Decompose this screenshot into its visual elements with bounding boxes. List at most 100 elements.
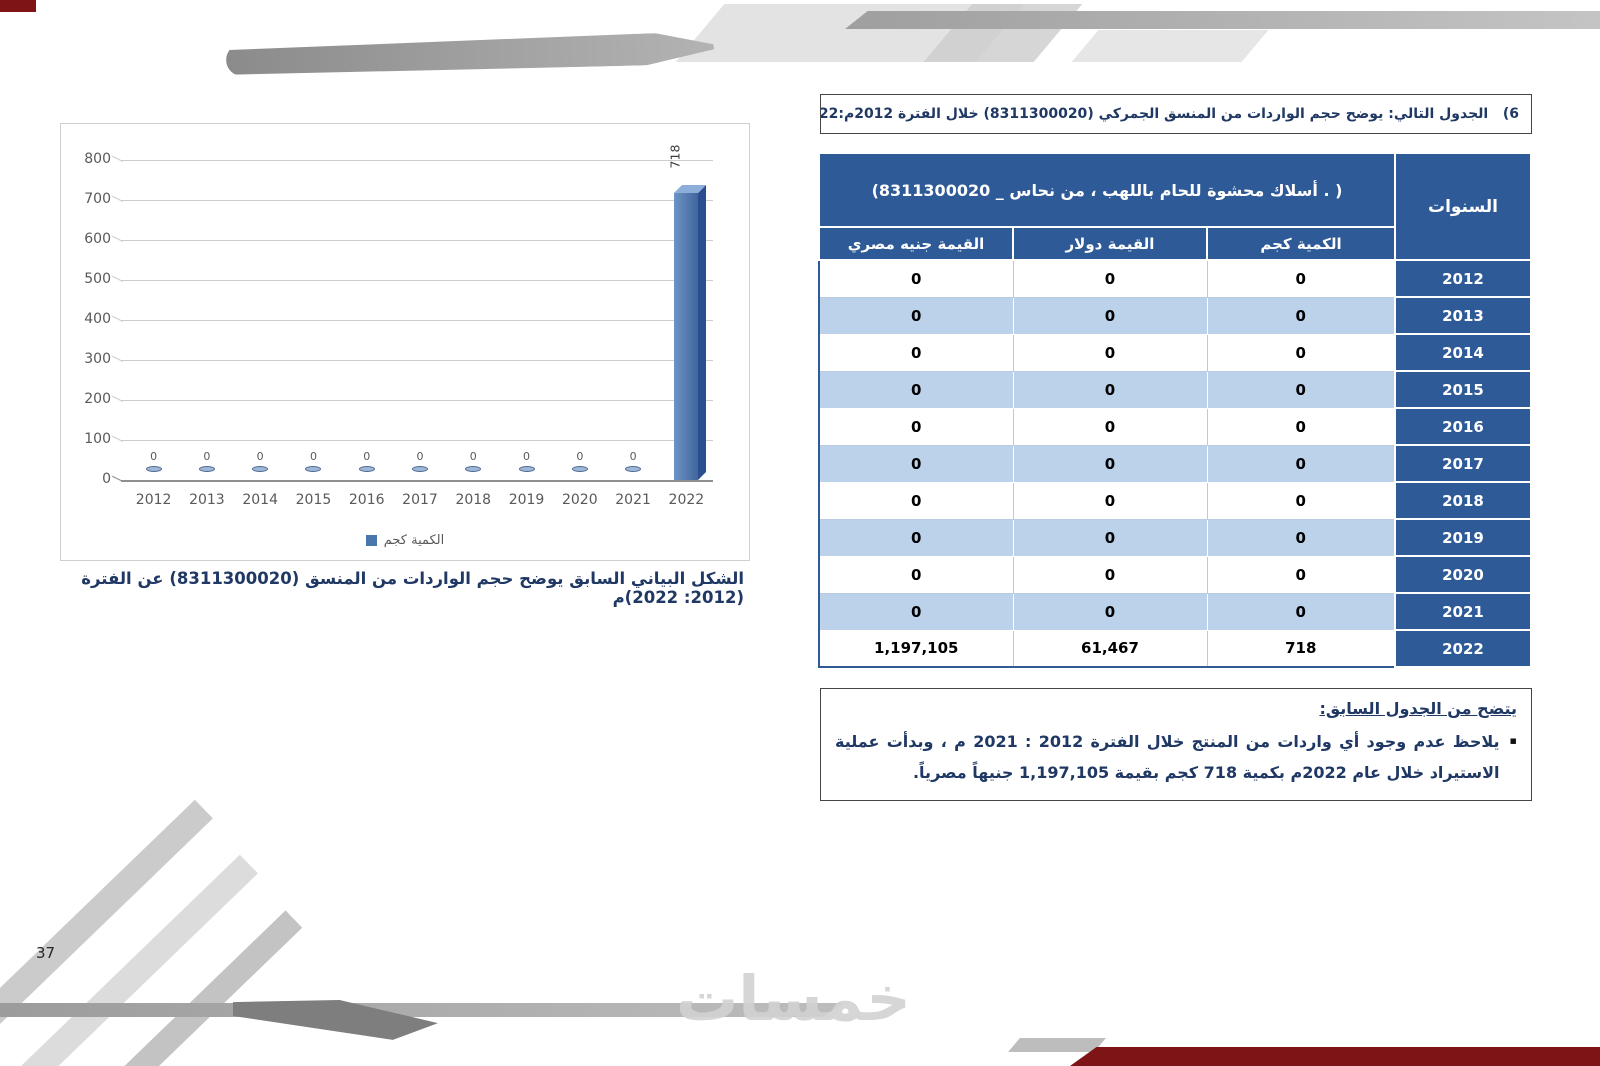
table-row: 2013 0 0 0	[818, 296, 1532, 335]
chart-gridline	[121, 320, 713, 321]
notes-box: يتضح من الجدول السابق: ▪ يلاحظ عدم وجود …	[820, 688, 1532, 802]
chart-ytick-label: 200	[84, 391, 111, 407]
quantity-kg-cell: 0	[1206, 481, 1396, 520]
quantity-kg-cell: 0	[1206, 555, 1396, 594]
table-row: 2022 718 61,467 1,197,105	[818, 629, 1532, 668]
table-header: السنوات (8311300020 _ أسلاك محشوة للحام …	[818, 152, 1532, 261]
chart-ytick-label: 400	[84, 311, 111, 327]
quantity-kg-cell: 0	[1206, 592, 1396, 631]
legend-swatch-icon	[365, 535, 377, 546]
zero-marker	[358, 466, 375, 472]
value-usd-cell: 0	[1012, 592, 1208, 631]
note-text: يلاحظ عدم وجود أي واردات من المنتج خلال …	[835, 732, 1500, 783]
table-row: 2018 0 0 0	[818, 481, 1532, 520]
quantity-kg-cell: 0	[1206, 296, 1396, 335]
table-row: 2017 0 0 0	[818, 444, 1532, 483]
zero-value-label: 0	[469, 450, 477, 463]
table-row: 2020 0 0 0	[818, 555, 1532, 594]
chart-ytick-label: 300	[84, 351, 111, 367]
value-usd-cell: 0	[1012, 518, 1208, 557]
chart-ytick-label: 700	[84, 191, 111, 207]
zero-value-label: 0	[629, 450, 637, 463]
value-egp-cell: 0	[818, 259, 1014, 298]
table-row: 2019 0 0 0	[818, 518, 1532, 557]
column-header-quantity-kg: الكمية كجم	[1206, 226, 1396, 261]
quantity-kg-cell: 0	[1206, 259, 1396, 298]
zero-value-label: 0	[150, 450, 158, 463]
chart-xtick-label: 2021	[615, 492, 651, 508]
chart-xtick-label: 2014	[242, 492, 278, 508]
zero-marker	[252, 466, 269, 472]
year-cell: 2015	[1394, 370, 1532, 409]
value-egp-cell: 0	[818, 518, 1014, 557]
quantity-kg-cell: 0	[1206, 407, 1396, 446]
zero-value-label: 0	[309, 450, 317, 463]
bar	[674, 192, 699, 480]
chart-xtick-label: 2020	[561, 492, 598, 508]
zero-marker	[518, 466, 535, 472]
chart-ytick-label: 800	[84, 151, 111, 167]
chart-xtick-label: 2017	[402, 492, 438, 508]
quantity-kg-cell: 0	[1206, 518, 1396, 557]
quantity-kg-cell: 0	[1206, 333, 1396, 372]
section-title-text: 6) الجدول التالي: يوضح حجم الواردات من ا…	[821, 106, 1519, 122]
chart-gridline	[121, 200, 713, 201]
quantity-kg-cell: 0	[1206, 444, 1396, 483]
decor-red-bar-bottom-right	[1070, 1047, 1600, 1066]
decor-gray-bottom-right	[1008, 1038, 1106, 1052]
page-number: 37	[36, 944, 56, 962]
imports-chart: 0 100 200 300 400 500 600 700 800 2012 0 2013 0 2014 0…	[60, 123, 750, 561]
chart-caption: الشكل البياني السابق يوضح حجم الواردات م…	[81, 569, 744, 607]
value-usd-cell: 0	[1012, 555, 1208, 594]
value-egp-cell: 1,197,105	[818, 629, 1014, 668]
product-header-cell: (8311300020 _ أسلاك محشوة للحام باللهب ،…	[818, 152, 1396, 228]
chart-xtick-label: 2015	[295, 492, 332, 508]
table-row: 2015 0 0 0	[818, 370, 1532, 409]
table-row: 2021 0 0 0	[818, 592, 1532, 631]
value-egp-cell: 0	[818, 481, 1014, 520]
chart-xtick-label: 2012	[135, 492, 172, 508]
zero-marker	[145, 466, 162, 472]
zero-value-label: 0	[256, 450, 264, 463]
zero-marker	[465, 466, 482, 472]
chart-xtick-label: 2022	[668, 492, 705, 508]
year-cell: 2012	[1394, 259, 1532, 298]
year-cell: 2022	[1394, 629, 1532, 668]
zero-marker	[625, 466, 642, 472]
zero-marker	[571, 466, 588, 472]
bar-value-label: 718	[667, 144, 683, 169]
value-usd-cell: 61,467	[1012, 629, 1208, 668]
chart-gridline	[121, 160, 713, 161]
chart-xtick-label: 2013	[189, 492, 225, 508]
value-usd-cell: 0	[1012, 370, 1208, 409]
watermark: خمسات	[676, 962, 911, 1035]
quantity-kg-cell: 718	[1206, 629, 1396, 668]
year-cell: 2018	[1394, 481, 1532, 520]
quantity-kg-cell: 0	[1206, 370, 1396, 409]
value-usd-cell: 0	[1012, 259, 1208, 298]
decor-top-bar	[845, 11, 1600, 29]
chart-plot: 0 100 200 300 400 500 600 700 800 2012 0 2013 0 2014 0…	[61, 124, 749, 560]
zero-value-label: 0	[203, 450, 211, 463]
product-header-text: (8311300020 _ أسلاك محشوة للحام باللهب ،…	[871, 180, 1343, 200]
section-title-box: 6) الجدول التالي: يوضح حجم الواردات من ا…	[820, 94, 1532, 134]
chart-ytick-label: 600	[84, 231, 111, 247]
decor-bottom-bar	[0, 1003, 844, 1017]
value-usd-cell: 0	[1012, 296, 1208, 335]
bar-side-face	[698, 184, 707, 480]
zero-marker	[198, 466, 215, 472]
chart-legend: الكمية كجم	[61, 533, 749, 548]
chart-gridline	[121, 440, 713, 441]
value-egp-cell: 0	[818, 592, 1014, 631]
value-usd-cell: 0	[1012, 407, 1208, 446]
value-usd-cell: 0	[1012, 481, 1208, 520]
value-egp-cell: 0	[818, 370, 1014, 409]
notes-title: يتضح من الجدول السابق:	[1319, 699, 1517, 718]
value-usd-cell: 0	[1012, 444, 1208, 483]
zero-value-label: 0	[416, 450, 424, 463]
imports-table: السنوات (8311300020 _ أسلاك محشوة للحام …	[818, 152, 1532, 668]
value-egp-cell: 0	[818, 296, 1014, 335]
chart-ytick-label: 0	[102, 471, 111, 487]
table-row: 2014 0 0 0	[818, 333, 1532, 372]
